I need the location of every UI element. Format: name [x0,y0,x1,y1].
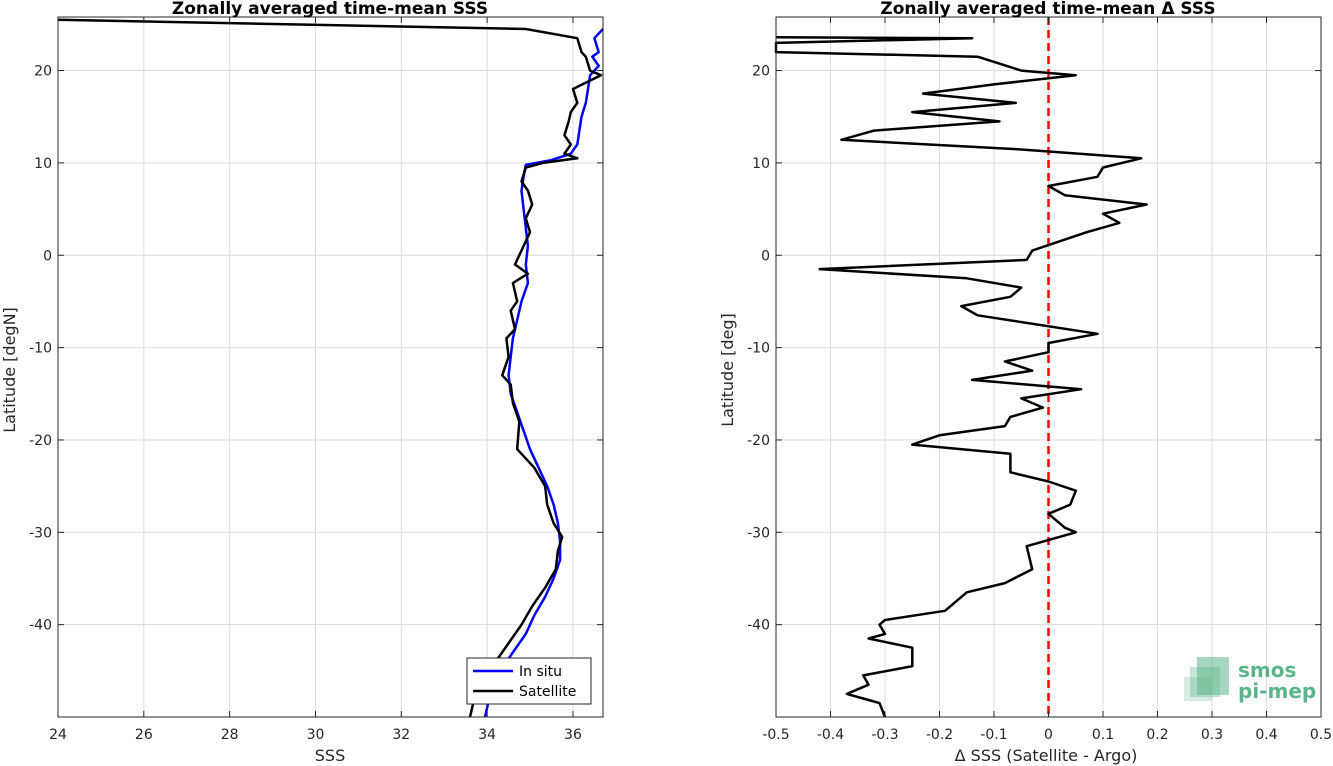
ticks-right: -0.5 -0.4 -0.3 -0.2 -0.1 0 0.1 0.2 0.3 0.4 0.5 -40 -… [747,17,1332,743]
logo-mark-mid [1190,667,1220,697]
chart-left: 24 26 28 30 32 34 36 -40 -30 -20 -10 0 10 20 Zonally … [0,0,604,765]
logo-mark-back [1197,657,1229,695]
x-axis-label-right: Δ SSS (Satellite - Argo) [955,746,1138,765]
y-tick-label-left-6: 20 [34,64,52,80]
y-tick-label-right-4: 0 [761,248,770,264]
legend-label-in-situ: In situ [519,664,562,680]
y-tick-label-left-4: 0 [43,248,52,264]
x-tick-label-right-10: 0.5 [1310,727,1332,743]
y-axis-label-right: Latitude [deg] [718,313,737,427]
y-tick-label-left-0: -40 [29,618,52,634]
y-tick-label-right-0: -40 [747,618,770,634]
grid-left [57,17,603,717]
chart-title-left: Zonally averaged time-mean SSS [172,0,488,19]
logo-text-line2: pi-mep [1238,679,1316,703]
y-tick-label-right-5: 10 [752,156,770,172]
y-tick-label-left-1: -30 [29,525,52,541]
x-tick-label-right-4: -0.1 [980,727,1007,743]
x-tick-label-right-1: -0.4 [817,727,844,743]
chart-title-right: Zonally averaged time-mean Δ SSS [880,0,1215,19]
x-tick-label-right-0: -0.5 [762,727,789,743]
x-tick-label-left-0: 24 [49,727,67,743]
series-line-left-in-situ [483,28,604,718]
legend-label-satellite: Satellite [519,684,576,700]
legend-box [466,657,592,705]
ticks-left: 24 26 28 30 32 34 36 -40 -30 -20 -10 0 10 20 [29,17,603,743]
x-tick-label-left-4: 32 [392,727,410,743]
x-tick-label-right-3: -0.2 [926,727,953,743]
x-tick-label-right-7: 0.2 [1146,727,1168,743]
x-tick-label-right-2: -0.3 [871,727,898,743]
x-tick-label-left-1: 26 [135,727,153,743]
x-tick-label-right-8: 0.3 [1201,727,1223,743]
x-tick-label-left-3: 30 [307,727,325,743]
y-tick-label-right-6: 20 [752,64,770,80]
y-tick-label-left-3: -10 [29,341,52,357]
series-left [57,18,604,718]
y-tick-label-left-5: 10 [34,156,52,172]
x-tick-label-left-2: 28 [221,727,239,743]
x-axis-label-left: SSS [315,746,345,765]
legend: In situ Satellite [466,657,592,705]
series-right [774,17,1148,718]
logo-mark-front [1184,677,1212,701]
x-tick-label-left-6: 36 [564,727,582,743]
smos-pi-mep-logo: smos pi-mep [1184,657,1316,703]
y-tick-label-left-2: -20 [29,433,52,449]
x-tick-label-left-5: 34 [478,727,496,743]
y-tick-label-right-3: -10 [747,341,770,357]
x-tick-label-right-5: 0 [1044,727,1053,743]
axes-box-left [57,16,604,718]
y-axis-label-left: Latitude [degN] [0,307,19,433]
x-tick-label-right-6: 0.1 [1092,727,1114,743]
chart-right: -0.5 -0.4 -0.3 -0.2 -0.1 0 0.1 0.2 0.3 0.4 0.5 -40 -… [718,0,1332,765]
series-line-left-satellite [57,18,603,718]
x-tick-label-right-9: 0.4 [1255,727,1277,743]
logo-text-line1: smos [1238,658,1296,682]
y-tick-label-right-2: -20 [747,433,770,449]
series-line-right-satellite-argo [774,36,1148,718]
plot-area-left [58,17,603,717]
y-tick-label-right-1: -30 [747,525,770,541]
